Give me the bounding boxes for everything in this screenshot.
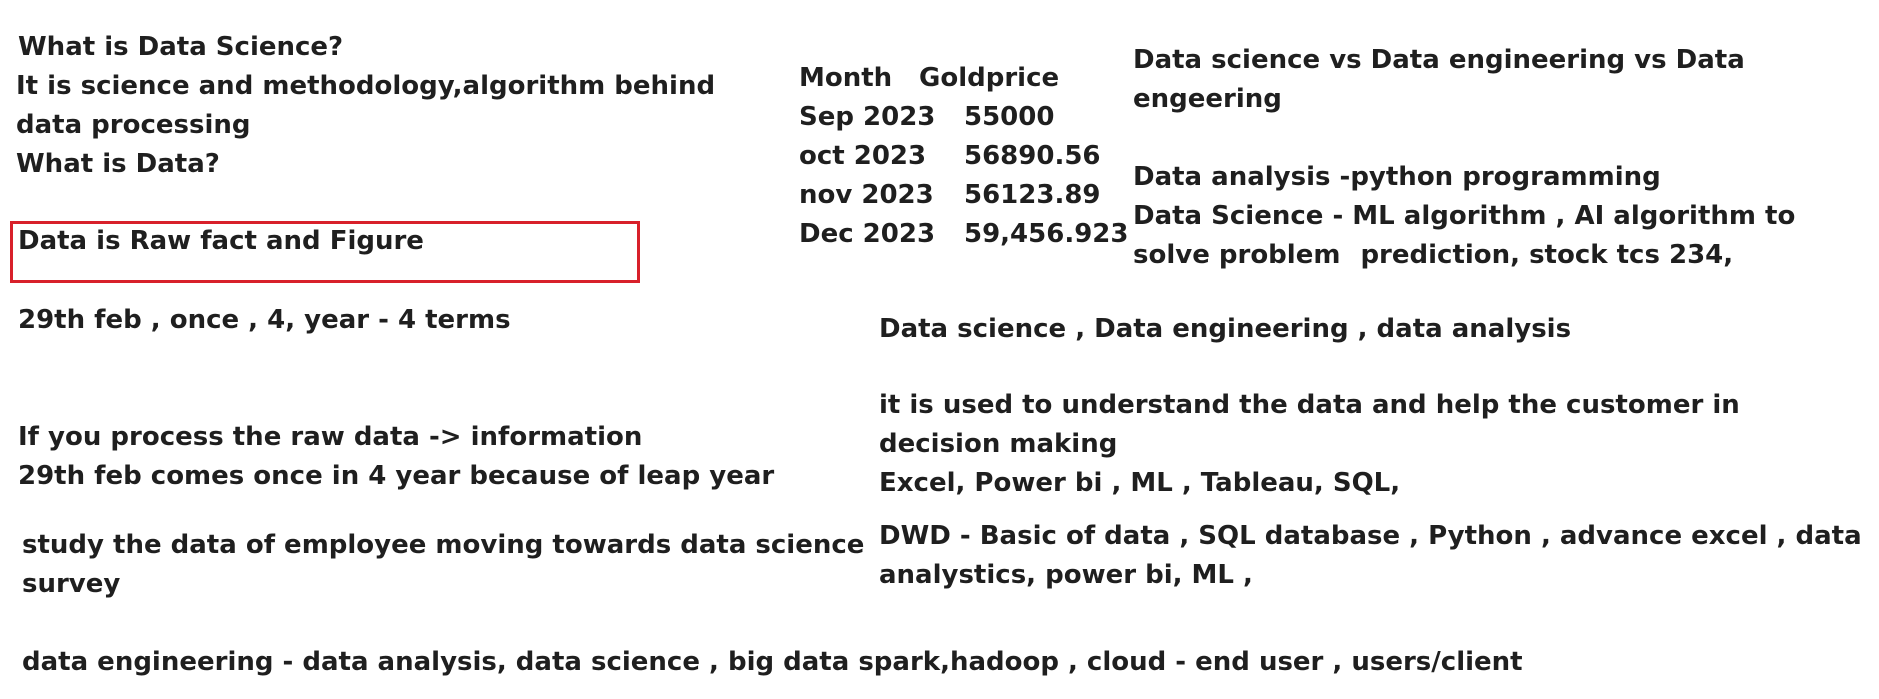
definitions-block: Data analysis -python programming Data S… [1133, 158, 1795, 275]
dwd-line-1: DWD - Basic of data , SQL database , Pyt… [879, 521, 1862, 551]
science-line-2b: prediction, stock tcs 234, [1360, 240, 1734, 270]
tools-line: Excel, Power bi , ML , Tableau, SQL, [879, 468, 1401, 498]
usage-line-1: it is used to understand the data and he… [879, 390, 1740, 420]
usage-line-2: decision making [879, 429, 1118, 459]
science-line-1: Data Science - ML algorithm , AI algorit… [1133, 201, 1796, 231]
header-month: Month [799, 63, 893, 93]
fields-line: Data science , Data engineering , data a… [879, 314, 1572, 344]
row-price: 59,456.923 [964, 219, 1129, 249]
header-price: Goldprice [919, 63, 1060, 93]
study-block: study the data of employee moving toward… [22, 526, 864, 604]
table-row: Sep 2023 55000 [799, 98, 1128, 137]
highlight-text: Data is Raw fact and Figure [18, 226, 424, 256]
usage-block: it is used to understand the data and he… [879, 386, 1740, 503]
study-line-1: study the data of employee moving toward… [22, 530, 865, 560]
row-month: oct 2023 [799, 141, 927, 171]
process-line-1: If you process the raw data -> informati… [18, 422, 643, 452]
row-price: 56890.56 [964, 141, 1101, 171]
dwd-line-2: analystics, power bi, ML , [879, 560, 1253, 590]
intro-block: What is Data Science? [18, 28, 343, 67]
table-row: nov 2023 56123.89 [799, 176, 1128, 215]
bottom-note: data engineering - data analysis, data s… [22, 647, 1523, 677]
comparison-block: Data science vs Data engineering vs Data… [1133, 41, 1745, 119]
answer-block: It is science and methodology,algorithm … [16, 67, 715, 184]
answer-line-1: It is science and methodology,algorithm … [16, 71, 716, 101]
comparison-line-2: engeering [1133, 84, 1282, 114]
row-month: nov 2023 [799, 180, 934, 210]
comparison-line-1: Data science vs Data engineering vs Data [1133, 45, 1745, 75]
science-line-2: solve problem prediction, stock tcs 234, [1133, 236, 1795, 275]
study-line-2: survey [22, 569, 121, 599]
row-month: Dec 2023 [799, 219, 936, 249]
row-month: Sep 2023 [799, 102, 936, 132]
answer-line-2: data processing [16, 110, 251, 140]
row-price: 55000 [964, 102, 1055, 132]
process-line-2: 29th feb comes once in 4 year because of… [18, 461, 775, 491]
science-line-2a: solve problem [1133, 240, 1341, 270]
analysis-line: Data analysis -python programming [1133, 162, 1661, 192]
dwd-block: DWD - Basic of data , SQL database , Pyt… [879, 517, 1862, 595]
highlight-box [10, 221, 640, 283]
gold-price-table: Month Goldprice Sep 2023 55000 oct 2023 … [799, 59, 1128, 254]
process-block: If you process the raw data -> informati… [18, 418, 774, 496]
table-header-row: Month Goldprice [799, 59, 1128, 98]
table-row: Dec 2023 59,456.923 [799, 215, 1128, 254]
feb-note: 29th feb , once , 4, year - 4 terms [18, 305, 511, 335]
row-price: 56123.89 [964, 180, 1101, 210]
question-data: What is Data? [16, 149, 220, 179]
question-data-science: What is Data Science? [18, 32, 344, 62]
table-row: oct 2023 56890.56 [799, 137, 1128, 176]
